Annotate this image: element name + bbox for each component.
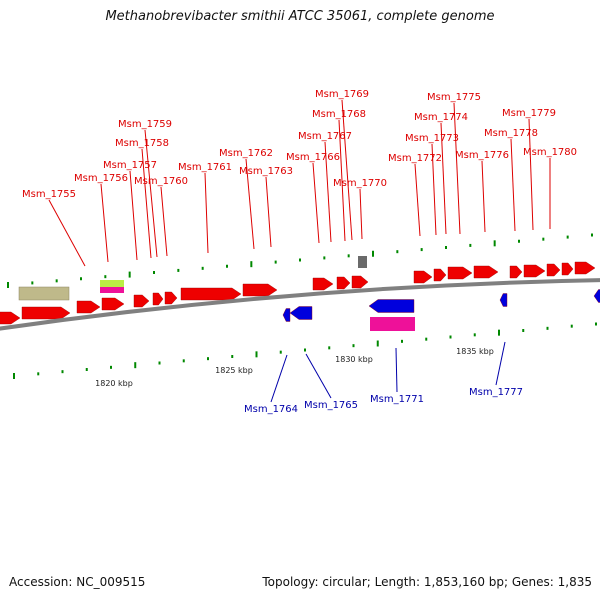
reverse-gene-arrow bbox=[499, 293, 508, 307]
gray-feature bbox=[358, 256, 367, 268]
forward-gene-label: Msm_1763 bbox=[239, 166, 293, 177]
forward-gene-arrow bbox=[561, 262, 574, 276]
forward-label-leader bbox=[312, 162, 320, 244]
tick-marks bbox=[7, 233, 597, 379]
reverse-gene-label: Msm_1777 bbox=[469, 387, 523, 398]
forward-label-leader bbox=[528, 118, 534, 231]
forward-gene-label: Msm_1768 bbox=[312, 109, 366, 120]
forward-gene-arrow bbox=[473, 265, 499, 279]
forward-gene-arrow bbox=[509, 265, 523, 279]
forward-gene-label: Msm_1759 bbox=[118, 119, 172, 130]
lime-feature bbox=[100, 280, 124, 287]
genome-title: Methanobrevibacter smithii ATCC 35061, c… bbox=[105, 9, 495, 24]
forward-label-leader bbox=[245, 158, 255, 250]
forward-label-leader bbox=[48, 199, 86, 267]
reverse-label-leader bbox=[270, 354, 288, 403]
forward-label-leader bbox=[481, 160, 486, 233]
forward-gene-arrow bbox=[242, 283, 278, 297]
gene-features bbox=[0, 256, 600, 331]
forward-label-leader bbox=[160, 186, 168, 257]
reverse-label-leader bbox=[395, 347, 398, 393]
reverse-label-leader bbox=[305, 353, 332, 399]
accession-text: Accession: NC_009515 bbox=[9, 575, 146, 589]
forward-gene-arrow bbox=[164, 291, 178, 305]
forward-gene-arrow bbox=[180, 287, 242, 301]
forward-gene-label: Msm_1778 bbox=[484, 128, 538, 139]
forward-label-leader bbox=[453, 102, 461, 235]
forward-gene-arrow bbox=[546, 263, 561, 277]
forward-gene-arrow bbox=[0, 311, 21, 325]
forward-gene-label: Msm_1769 bbox=[315, 89, 369, 100]
magenta-feature bbox=[100, 287, 124, 293]
gene-labels: Msm_1755 Msm_1756 Msm_1757 Msm_1758 Msm_1759… bbox=[22, 89, 577, 415]
forward-gene-label: Msm_1756 bbox=[74, 173, 128, 184]
scale-labels: 1820 kbp 1825 kbp 1830 kbp 1835 kbp bbox=[95, 347, 494, 388]
reverse-gene-label: Msm_1765 bbox=[304, 400, 358, 411]
forward-label-leader bbox=[324, 141, 332, 243]
forward-gene-arrow bbox=[336, 276, 351, 290]
forward-gene-label: Msm_1758 bbox=[115, 138, 169, 149]
forward-gene-arrow bbox=[433, 268, 447, 282]
forward-gene-label: Msm_1767 bbox=[298, 131, 352, 142]
reverse-label-leader bbox=[495, 341, 506, 386]
forward-gene-label: Msm_1761 bbox=[178, 162, 232, 173]
forward-label-leader bbox=[359, 188, 363, 240]
scale-label: 1835 kbp bbox=[456, 347, 494, 356]
forward-label-leader bbox=[100, 183, 109, 263]
scale-label: 1825 kbp bbox=[215, 366, 253, 375]
reverse-gene-label: Msm_1771 bbox=[370, 394, 424, 405]
forward-label-leader bbox=[431, 143, 437, 236]
forward-gene-label: Msm_1780 bbox=[523, 147, 577, 158]
forward-gene-label: Msm_1766 bbox=[286, 152, 340, 163]
forward-gene-arrow bbox=[523, 264, 546, 278]
forward-gene-arrow bbox=[447, 266, 473, 280]
forward-label-leader bbox=[129, 170, 138, 261]
forward-gene-arrow bbox=[21, 306, 71, 320]
reverse-gene-arrow bbox=[593, 289, 600, 303]
forward-gene-label: Msm_1772 bbox=[388, 153, 442, 164]
forward-gene-arrow bbox=[101, 297, 125, 311]
forward-label-leader bbox=[141, 148, 152, 259]
forward-gene-label: Msm_1757 bbox=[103, 160, 157, 171]
forward-gene-arrow bbox=[152, 292, 164, 306]
reverse-gene-arrow bbox=[282, 308, 291, 322]
reverse-gene-arrow bbox=[289, 306, 313, 320]
forward-gene-label: Msm_1760 bbox=[134, 176, 188, 187]
forward-gene-arrow bbox=[133, 294, 150, 308]
forward-label-leader bbox=[338, 119, 346, 242]
forward-label-leader bbox=[440, 122, 447, 235]
forward-label-leader bbox=[414, 163, 421, 237]
forward-label-leader bbox=[341, 99, 353, 241]
forward-gene-label: Msm_1770 bbox=[333, 178, 387, 189]
forward-label-leader bbox=[144, 129, 158, 258]
reverse-gene-label: Msm_1764 bbox=[244, 404, 298, 415]
scale-label: 1830 kbp bbox=[335, 355, 373, 364]
forward-gene-arrow bbox=[413, 270, 433, 284]
forward-gene-arrow bbox=[76, 300, 101, 314]
forward-label-leader bbox=[510, 138, 516, 232]
forward-gene-arrow bbox=[351, 275, 369, 289]
forward-gene-label: Msm_1776 bbox=[455, 150, 509, 161]
scale-label: 1820 kbp bbox=[95, 379, 133, 388]
forward-gene-arrow bbox=[312, 277, 334, 291]
magenta-feature bbox=[370, 317, 415, 331]
forward-gene-label: Msm_1779 bbox=[502, 108, 556, 119]
forward-gene-label: Msm_1773 bbox=[405, 133, 459, 144]
label-leader-lines bbox=[48, 99, 551, 403]
forward-gene-label: Msm_1762 bbox=[219, 148, 273, 159]
forward-label-leader bbox=[204, 172, 209, 254]
tan-feature bbox=[18, 286, 70, 301]
forward-label-leader bbox=[265, 176, 272, 248]
reverse-gene-arrow bbox=[368, 299, 415, 313]
forward-gene-label: Msm_1755 bbox=[22, 189, 76, 200]
forward-gene-label: Msm_1775 bbox=[427, 92, 481, 103]
forward-gene-arrow bbox=[574, 261, 596, 275]
genome-summary-text: Topology: circular; Length: 1,853,160 bp… bbox=[262, 575, 592, 589]
forward-gene-label: Msm_1774 bbox=[414, 112, 468, 123]
genome-backbone bbox=[0, 278, 600, 331]
